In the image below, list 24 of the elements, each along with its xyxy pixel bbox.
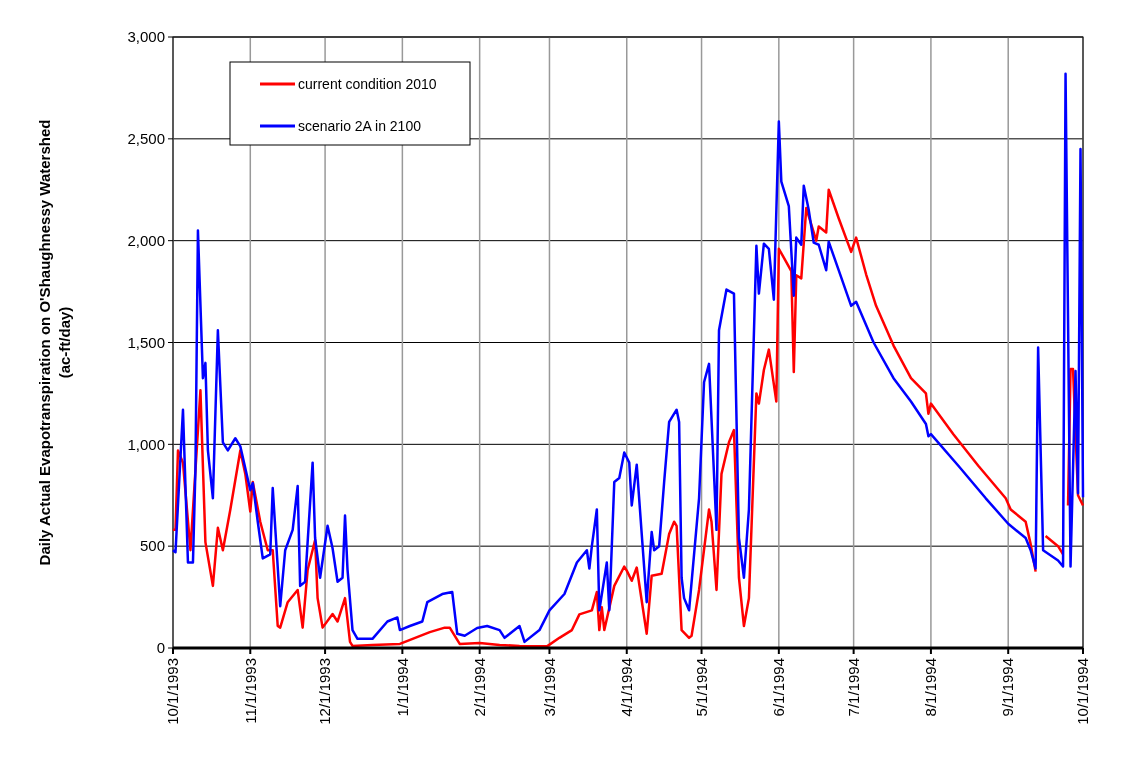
x-tick-label: 7/1/1994 [844,658,862,717]
x-tick-label: 9/1/1994 [999,658,1017,717]
x-tick-label: 12/1/1993 [316,658,334,725]
y-axis-title: Daily Actual Evapotranspiration on O'Shaughnessy Watershed (ac-ft/day) [36,119,73,566]
x-tick-label: 11/1/1993 [241,658,259,724]
y-tick-label: 1,000 [127,435,165,453]
x-tick-label: 2/1/1994 [470,658,488,717]
y-tick-label: 0 [156,639,165,657]
y-tick-label: 2,500 [127,130,165,148]
x-tick-label: 3/1/1994 [540,658,558,717]
legend-label: current condition 2010 [298,75,437,92]
x-tick-label: 6/1/1994 [770,658,788,717]
y-tick-label: 500 [139,537,165,555]
y-tick-label: 3,000 [127,28,165,46]
x-tick-label: 5/1/1994 [692,658,710,717]
y-tick-label: 2,000 [127,231,165,249]
x-tick-label: 4/1/1994 [618,658,635,717]
x-tick-label: 10/1/1993 [164,658,182,725]
x-tick-label: 1/1/1994 [393,658,411,717]
x-tick-label: 10/1/1994 [1074,658,1092,725]
x-tick-label: 8/1/1994 [922,658,940,717]
y-tick-label: 1,500 [127,333,165,351]
legend-label: scenario 2A in 2100 [298,117,422,134]
line-series [171,72,1085,644]
